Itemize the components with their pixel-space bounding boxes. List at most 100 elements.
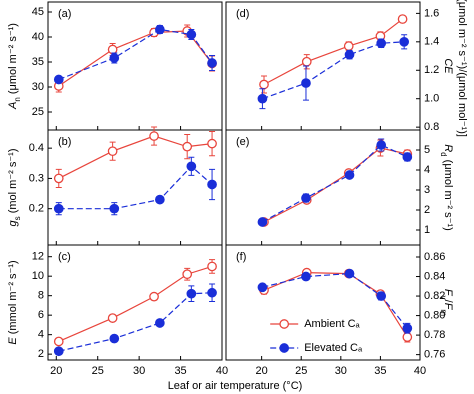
y-axis-label: Fv/Fm — [439, 289, 454, 317]
series-line — [58, 292, 213, 352]
y-axis-label: CE — [442, 58, 454, 74]
y-tick-label: 35 — [32, 56, 44, 68]
data-point — [155, 194, 165, 205]
data-point — [53, 173, 64, 184]
data-point — [53, 336, 64, 347]
label-part: n — [13, 97, 22, 101]
y-tick-label: 1.4 — [424, 36, 439, 48]
x-tick-label: 25 — [295, 365, 307, 377]
y-tick-label: 25 — [32, 106, 44, 118]
data-point — [109, 53, 120, 63]
y-tick-label: 12 — [32, 251, 44, 263]
label-part: m — [439, 309, 448, 316]
data-point — [207, 261, 217, 272]
data-point — [107, 44, 118, 55]
y-axis-label: [(μmol m⁻² s⁻¹)/(μmol mol⁻¹)] — [456, 0, 468, 137]
y-tick-label: 3 — [424, 184, 430, 196]
label-part: (μmol m⁻² s⁻¹) — [442, 157, 454, 231]
panel-label: (e) — [236, 136, 249, 148]
y-tick-label: 40 — [32, 31, 44, 43]
panel-label: (f) — [236, 251, 246, 263]
y-tick-label: 10 — [32, 270, 44, 282]
x-axis-label: Leaf or air temperature (°C) — [168, 380, 303, 392]
y-tick-label: 1.6 — [424, 7, 439, 19]
label-part: F — [442, 289, 454, 297]
data-point — [207, 179, 217, 190]
data-point — [207, 138, 217, 149]
y-tick-label: 5 — [424, 144, 430, 156]
data-point — [53, 203, 64, 214]
label-part: (μmol m⁻² s⁻¹) — [7, 23, 19, 97]
data-point — [397, 14, 408, 24]
x-tick-label: 20 — [256, 365, 268, 377]
label-part: s — [13, 216, 22, 220]
data-point — [155, 318, 165, 328]
y-tick-label: 0.8 — [424, 121, 439, 133]
y-axis-label: E (mmol m⁻² s⁻¹) — [7, 260, 19, 344]
panel-label: (a) — [58, 8, 71, 20]
data-point — [149, 131, 159, 141]
panel-frame — [47, 1, 223, 131]
panel-label: (c) — [58, 251, 71, 263]
data-point — [182, 269, 193, 280]
label-part: (mmol m⁻² s⁻¹) — [7, 260, 19, 337]
y-tick-label: 0.86 — [424, 251, 445, 263]
y-tick-label: 0.3 — [29, 172, 44, 184]
y-axis-label: gs (mol m⁻² s⁻¹) — [7, 149, 22, 227]
y-tick-label: 1.0 — [424, 93, 439, 105]
series-line — [262, 144, 408, 223]
data-point — [182, 141, 193, 152]
data-point — [207, 58, 217, 68]
y-tick-label: 2 — [424, 204, 430, 216]
panel-frame — [47, 244, 223, 361]
x-tick-label: 30 — [335, 365, 347, 377]
series-line — [263, 18, 403, 86]
series-line — [263, 147, 408, 223]
label-part: [(μmol m⁻² s⁻¹)/(μmol mol⁻¹)] — [456, 0, 468, 137]
x-tick-label: 35 — [174, 365, 186, 377]
label-part: CE — [442, 58, 454, 74]
data-point — [109, 203, 120, 214]
panel-frame — [225, 1, 421, 131]
data-point — [402, 332, 413, 342]
data-point — [376, 291, 387, 301]
panel-label: (d) — [236, 8, 249, 20]
y-tick-label: 4 — [38, 329, 44, 341]
data-point — [155, 24, 165, 35]
y-tick-label: 0.78 — [424, 329, 445, 341]
data-point — [376, 140, 387, 150]
data-point — [301, 271, 311, 282]
y-tick-label: 0.82 — [424, 290, 445, 302]
data-point — [301, 78, 311, 88]
y-tick-label: 2 — [38, 348, 44, 360]
label-part: d — [439, 152, 448, 156]
label-part: A — [7, 102, 19, 110]
y-tick-label: 4 — [424, 164, 430, 176]
data-point — [402, 323, 413, 334]
label-part: R — [442, 144, 454, 152]
label-part: g — [7, 219, 19, 226]
data-point — [376, 38, 387, 49]
y-axis-label: Rd (μmol m⁻² s⁻¹) — [439, 144, 454, 231]
x-tick-label: 35 — [374, 365, 386, 377]
data-point — [53, 346, 64, 357]
legend-label: Ambient Cₐ — [304, 318, 360, 330]
y-tick-label: 0.4 — [29, 142, 44, 154]
data-point — [149, 291, 159, 302]
data-point — [344, 268, 355, 279]
y-tick-label: 0.76 — [424, 349, 445, 361]
panel-frame — [225, 129, 421, 246]
y-tick-label: 0.2 — [29, 203, 44, 215]
label-part: (mol m⁻² s⁻¹) — [7, 149, 19, 217]
y-axis-label: An (μmol m⁻² s⁻¹) — [7, 23, 22, 110]
panel-frame — [225, 244, 421, 361]
series-line — [262, 41, 405, 100]
series-line — [262, 272, 408, 329]
data-point — [259, 79, 269, 90]
data-point — [301, 56, 312, 67]
data-point — [402, 152, 413, 162]
y-tick-label: 0.84 — [424, 270, 445, 282]
data-point — [186, 288, 197, 299]
x-tick-label: 20 — [50, 365, 62, 377]
